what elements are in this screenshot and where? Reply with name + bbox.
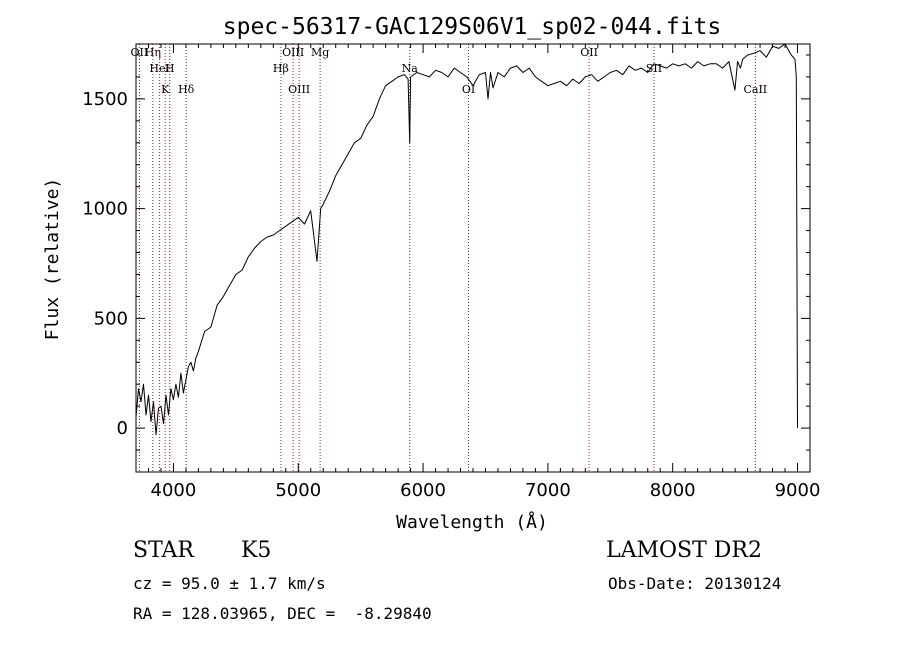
- object-class: STAR: [133, 538, 194, 563]
- plot-frame: [135, 43, 811, 473]
- y-axis-label: Flux (relative): [42, 178, 63, 341]
- spectral-line-label: OI: [462, 83, 475, 96]
- y-tick-label: 1000: [82, 199, 128, 220]
- spectral-line-label: Hδ: [178, 83, 195, 96]
- x-axis-label: Wavelength (Å): [396, 511, 548, 533]
- x-tick-label: 6000: [400, 480, 446, 501]
- y-tick-label: 1500: [82, 89, 128, 110]
- coordinates-readout: RA = 128.03965, DEC = -8.29840: [133, 604, 432, 623]
- spectral-line-label: OII: [131, 46, 149, 59]
- spectral-line-label: H: [165, 62, 175, 75]
- x-tick-label: 5000: [275, 480, 321, 501]
- spectral-line-label: OIII: [288, 83, 310, 96]
- x-tick-label: 9000: [775, 480, 821, 501]
- spectral-line-label: Na: [402, 62, 419, 75]
- redshift-readout: cz = 95.0 ± 1.7 km/s: [133, 574, 326, 593]
- spectral-line-label: HeI: [149, 62, 169, 75]
- y-tick-label: 0: [117, 418, 128, 439]
- spectral-line-label: Mg: [311, 46, 329, 59]
- spectral-line-label: K: [161, 83, 170, 96]
- object-subclass: K5: [241, 538, 272, 563]
- x-tick-label: 8000: [650, 480, 696, 501]
- plot-axes: 4000 5000 6000 7000 8000 9000 0 500 1000 1500: [82, 43, 821, 501]
- spectrum-series: [135, 43, 798, 436]
- survey-name: LAMOST DR2: [606, 538, 762, 563]
- spectral-line-label: CaII: [743, 83, 767, 96]
- spectral-line-label: OII: [580, 46, 598, 59]
- chart-title: spec-56317-GAC129S06V1_sp02-044.fits: [223, 14, 722, 40]
- spectral-line-label: Hη: [145, 46, 161, 59]
- x-tick-label: 4000: [151, 480, 197, 501]
- y-tick-label: 500: [94, 308, 128, 329]
- spectral-line-label: Hβ: [273, 62, 289, 75]
- spectrum-line: [135, 43, 798, 436]
- x-tick-label: 7000: [525, 480, 571, 501]
- obs-date-readout: Obs-Date: 20130124: [608, 574, 782, 593]
